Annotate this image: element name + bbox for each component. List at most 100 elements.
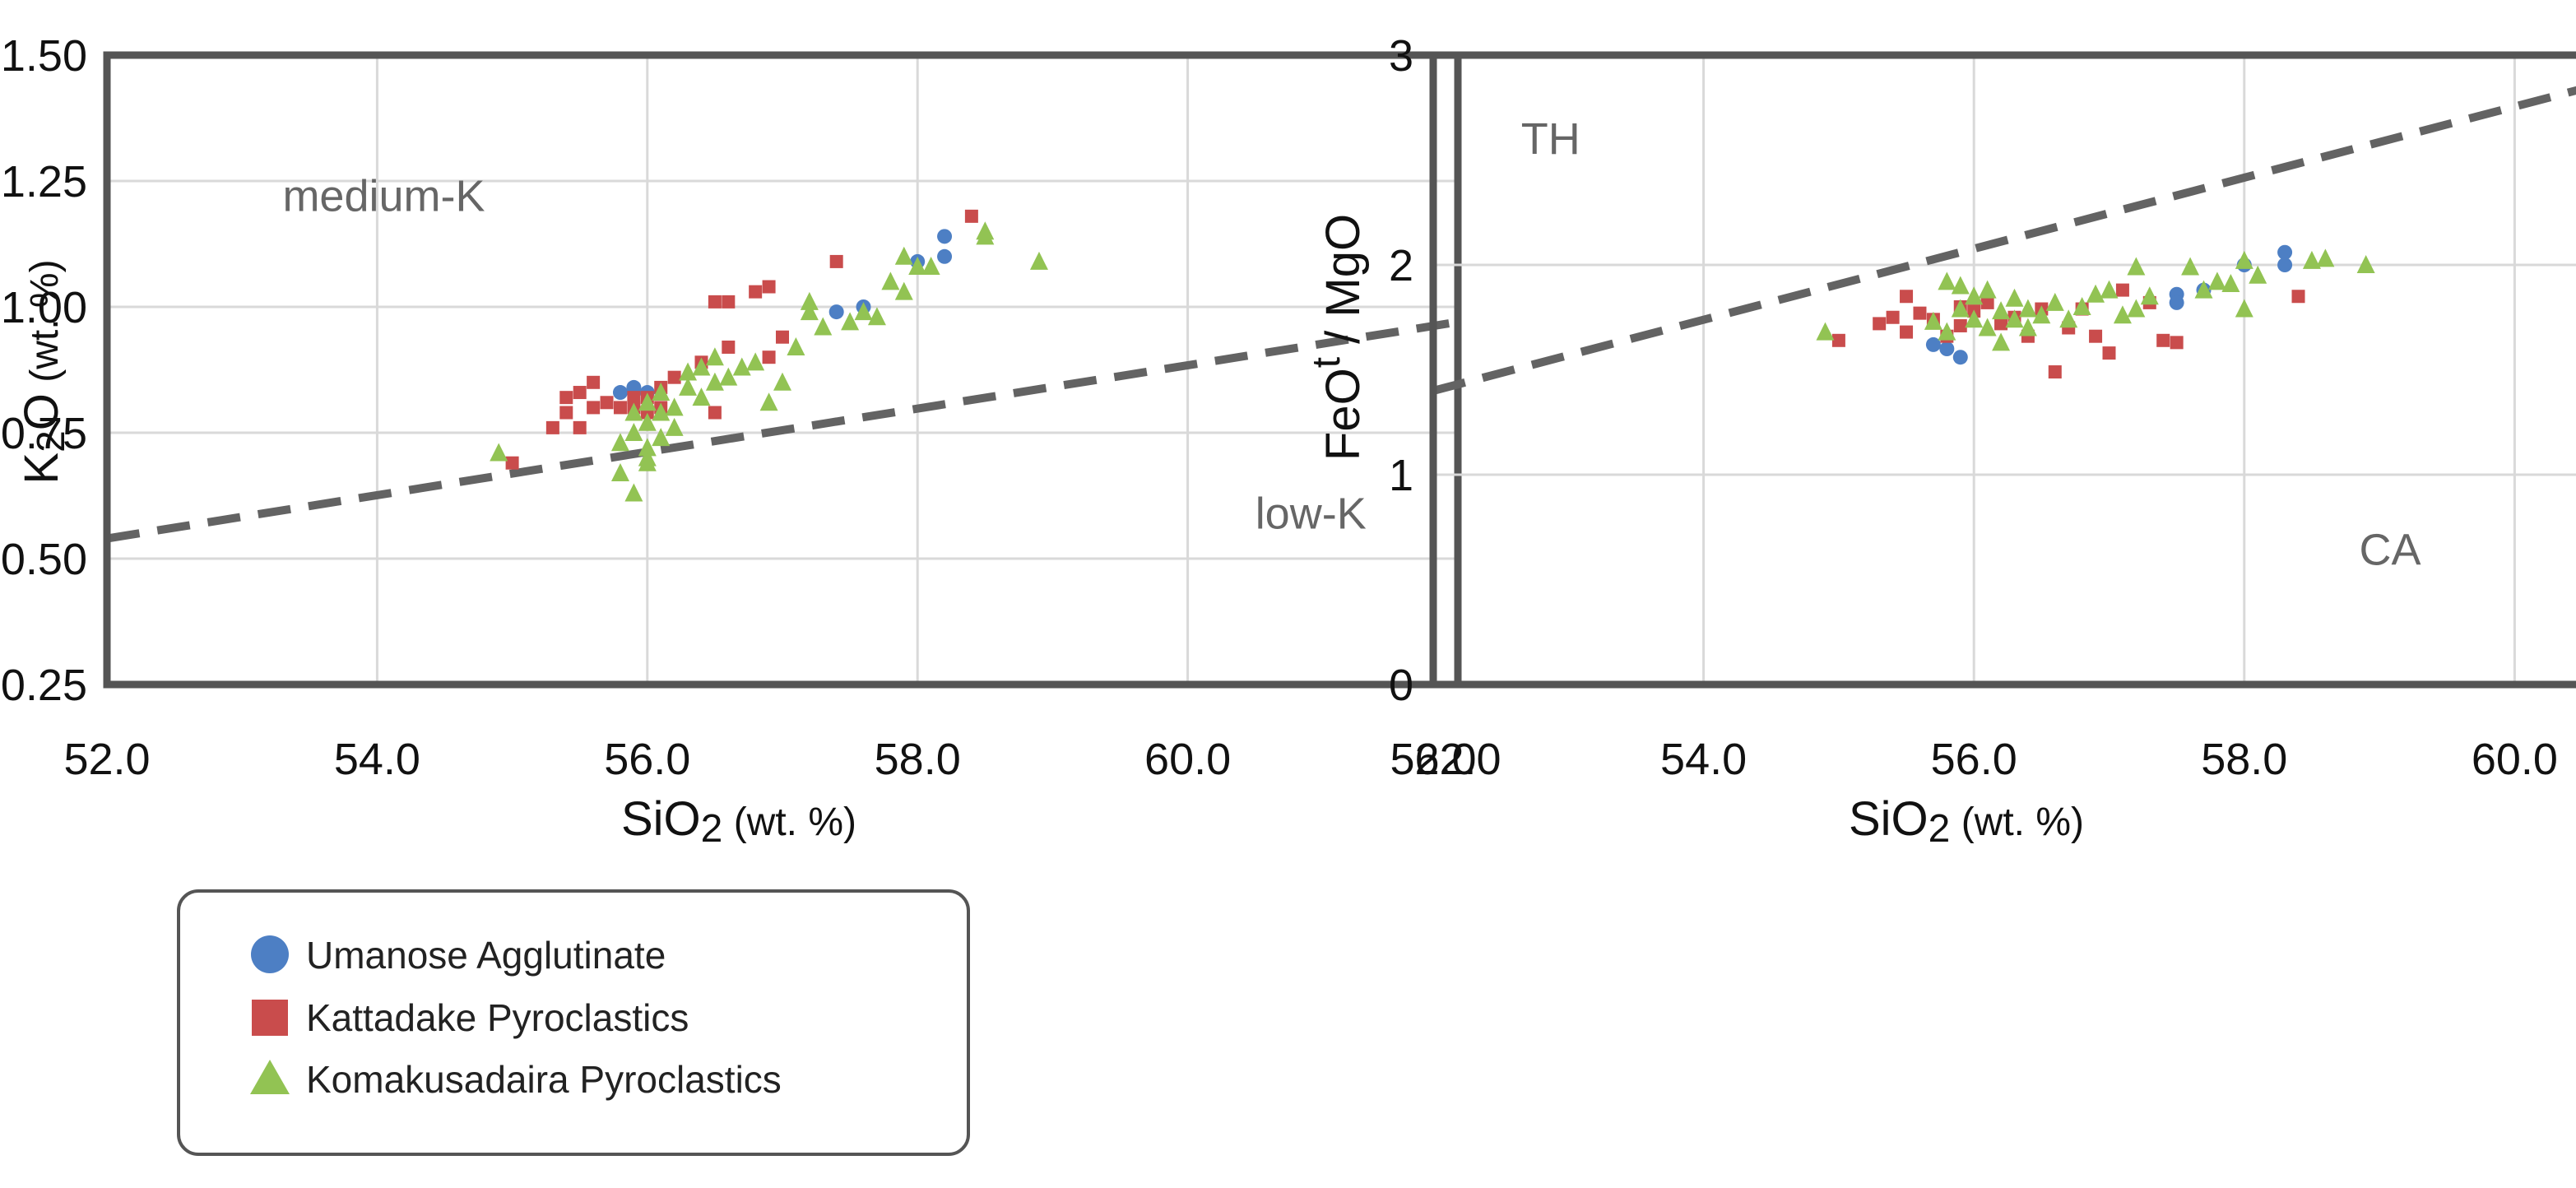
region-label-low-k: low-K xyxy=(1256,489,1367,538)
x-tick-label: 54.0 xyxy=(334,735,420,784)
k2o-vs-sio2-chart: 52.0 54.0 56.0 58.0 60.0 62.0 0.25 0.50 0.75 1.0… xyxy=(1,31,1502,851)
point-umanose-agglutinate-8 xyxy=(2277,244,2293,260)
point-komakusadaira-pyroclastics-24 xyxy=(746,352,765,371)
point-komakusadaira-pyroclastics-9 xyxy=(638,392,657,411)
y-tick-label: 0.50 xyxy=(1,535,87,584)
point-komakusadaira-pyroclastics-36 xyxy=(894,246,913,265)
point-komakusadaira-pyroclastics-41 xyxy=(1029,251,1048,270)
legend-entry-kattadake: Kattadake Pyroclastics xyxy=(252,996,689,1039)
feot-region-labels: TH CA xyxy=(1521,114,2421,575)
point-komakusadaira-pyroclastics-31 xyxy=(841,312,860,331)
legend-marker-triangle xyxy=(250,1060,290,1094)
point-komakusadaira-pyroclastics-17 xyxy=(679,362,698,381)
point-kattadake-pyroclastics-16 xyxy=(667,370,681,384)
point-kattadake-pyroclastics-18 xyxy=(708,295,722,309)
region-label-ca: CA xyxy=(2359,526,2421,575)
k2o-plot-frame xyxy=(103,51,1462,689)
legend-entry-umanose: Umanose Agglutinate xyxy=(251,934,666,977)
point-komakusadaira-pyroclastics-40 xyxy=(976,221,995,240)
k2o-y-tick-labels: 0.25 0.50 0.75 1.00 1.25 1.50 xyxy=(1,31,87,710)
point-komakusadaira-pyroclastics-30 xyxy=(2235,299,2253,318)
point-umanose-agglutinate-7 xyxy=(2277,258,2293,272)
boundary-line xyxy=(1432,86,2576,395)
point-komakusadaira-pyroclastics-5 xyxy=(1951,276,1970,295)
point-komakusadaira-pyroclastics-6 xyxy=(1965,309,1984,328)
point-komakusadaira-pyroclastics-38 xyxy=(921,257,940,276)
x-tick-label: 58.0 xyxy=(2201,735,2287,784)
point-komakusadaira-pyroclastics-32 xyxy=(2249,265,2267,284)
point-komakusadaira-pyroclastics-12 xyxy=(2005,309,2024,328)
x-tick-label: 54.0 xyxy=(1660,735,1747,784)
point-umanose-agglutinate-0 xyxy=(612,385,628,401)
point-komakusadaira-pyroclastics-24 xyxy=(2127,299,2146,318)
point-komakusadaira-pyroclastics-23 xyxy=(2127,257,2146,276)
point-komakusadaira-pyroclastics-33 xyxy=(2302,250,2321,269)
region-label-medium-k: medium-K xyxy=(282,172,485,221)
k2o-x-axis-title: SiO2 (wt. %) xyxy=(621,792,856,851)
point-komakusadaira-pyroclastics-6 xyxy=(638,438,657,457)
point-komakusadaira-pyroclastics-5 xyxy=(624,402,643,421)
point-kattadake-pyroclastics-3 xyxy=(559,391,573,405)
x-tick-label: 56.0 xyxy=(604,735,690,784)
point-komakusadaira-pyroclastics-14 xyxy=(665,417,684,436)
point-kattadake-pyroclastics-21 xyxy=(2115,283,2129,297)
x-tick-label: 56.0 xyxy=(1931,735,2017,784)
x-tick-label: 52.0 xyxy=(1390,735,1476,784)
point-kattadake-pyroclastics-22 xyxy=(749,285,763,299)
legend-marker-square xyxy=(252,1000,288,1036)
point-kattadake-pyroclastics-23 xyxy=(762,280,776,294)
point-komakusadaira-pyroclastics-7 xyxy=(638,412,657,431)
point-komakusadaira-pyroclastics-22 xyxy=(719,367,738,386)
point-komakusadaira-pyroclastics-27 xyxy=(787,336,805,355)
point-komakusadaira-pyroclastics-10 xyxy=(1992,332,2011,351)
point-komakusadaira-pyroclastics-4 xyxy=(1951,299,1970,318)
point-komakusadaira-pyroclastics-16 xyxy=(679,377,698,396)
point-kattadake-pyroclastics-20 xyxy=(2102,346,2116,360)
point-komakusadaira-pyroclastics-29 xyxy=(800,291,819,310)
point-kattadake-pyroclastics-5 xyxy=(573,386,587,400)
feot-y-axis-title: FeOt / MgO xyxy=(1305,214,1370,461)
point-komakusadaira-pyroclastics-29 xyxy=(2221,273,2240,292)
k2o-x-tick-labels: 52.0 54.0 56.0 58.0 60.0 62.0 xyxy=(63,735,1501,784)
legend-label-kattadake: Kattadake Pyroclastics xyxy=(306,996,689,1039)
point-komakusadaira-pyroclastics-3 xyxy=(1938,322,1956,341)
point-komakusadaira-pyroclastics-20 xyxy=(705,372,724,391)
point-kattadake-pyroclastics-3 xyxy=(1900,290,1914,304)
region-label-th: TH xyxy=(1521,114,1580,164)
point-kattadake-pyroclastics-9 xyxy=(1953,318,1967,332)
point-komakusadaira-pyroclastics-11 xyxy=(652,428,671,447)
point-kattadake-pyroclastics-25 xyxy=(2291,290,2305,304)
point-kattadake-pyroclastics-16 xyxy=(2048,365,2062,379)
point-komakusadaira-pyroclastics-25 xyxy=(759,392,778,411)
point-komakusadaira-pyroclastics-16 xyxy=(2032,305,2051,324)
feot-mgo-vs-sio2-chart: 52.0 54.0 56.0 58.0 60.0 62.0 0 1 2 3 TH CA SiO2 … xyxy=(1305,31,2576,851)
feot-y-tick-labels: 0 1 2 3 xyxy=(1389,31,1413,710)
point-kattadake-pyroclastics-8 xyxy=(600,396,614,410)
point-komakusadaira-pyroclastics-34 xyxy=(881,271,900,290)
point-kattadake-pyroclastics-2 xyxy=(1886,310,1900,324)
point-kattadake-pyroclastics-25 xyxy=(776,330,789,344)
point-komakusadaira-pyroclastics-32 xyxy=(854,302,873,321)
point-umanose-agglutinate-6 xyxy=(937,248,953,264)
legend: Umanose Agglutinate Kattadake Pyroclasti… xyxy=(177,889,970,1156)
x-tick-label: 62.0 xyxy=(1414,735,1501,784)
point-komakusadaira-pyroclastics-0 xyxy=(1816,322,1835,341)
point-komakusadaira-pyroclastics-10 xyxy=(638,452,657,471)
point-komakusadaira-pyroclastics-7 xyxy=(1965,286,1984,305)
point-kattadake-pyroclastics-11 xyxy=(1980,295,1994,309)
x-tick-label: 60.0 xyxy=(1144,735,1231,784)
x-tick-label: 60.0 xyxy=(2472,735,2558,784)
k2o-y-axis-title: K2O (wt. %) xyxy=(15,259,73,484)
k2o-region-labels: medium-K low-K xyxy=(282,172,1366,539)
point-komakusadaira-pyroclastics-26 xyxy=(2181,257,2200,276)
point-komakusadaira-pyroclastics-15 xyxy=(665,397,684,416)
point-komakusadaira-pyroclastics-4 xyxy=(624,423,643,441)
point-kattadake-pyroclastics-21 xyxy=(722,340,736,354)
point-kattadake-pyroclastics-27 xyxy=(964,209,978,223)
point-komakusadaira-pyroclastics-26 xyxy=(773,372,791,391)
point-kattadake-pyroclastics-0 xyxy=(1831,333,1845,347)
point-komakusadaira-pyroclastics-27 xyxy=(2194,280,2213,299)
point-komakusadaira-pyroclastics-13 xyxy=(652,383,671,401)
point-kattadake-pyroclastics-5 xyxy=(1913,306,1927,320)
